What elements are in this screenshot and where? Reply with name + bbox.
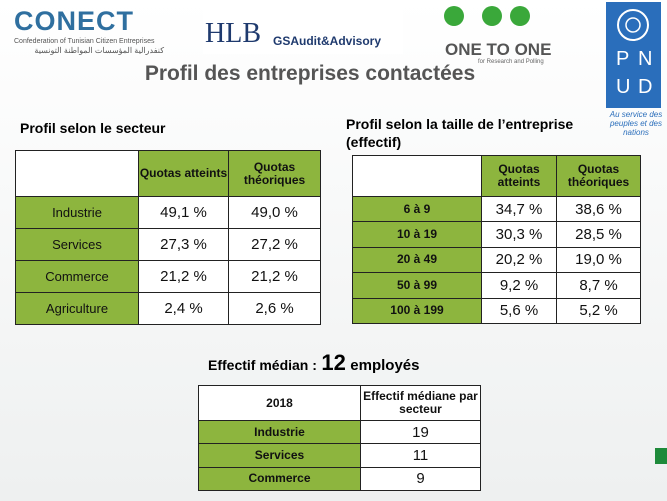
row-label: 100 à 199 <box>352 297 482 324</box>
median-value: 12 <box>321 350 346 375</box>
row-label: Services <box>198 443 361 468</box>
row-label: Commerce <box>198 466 361 491</box>
row-label: 10 à 19 <box>352 221 482 248</box>
pnud-letter: D <box>638 76 653 98</box>
data-table: 2018 Effectif médiane par secteur Industri… <box>198 385 481 491</box>
conect-subtitle: Confederation of Tunisian Citizen Entrep… <box>14 38 155 45</box>
table-row: Commerce 21,2 % 21,2 % <box>15 260 321 293</box>
table-row: 50 à 99 9,2 % 8,7 % <box>352 272 641 299</box>
corner-mark <box>655 448 667 464</box>
value-cell: 21,2 % <box>138 260 229 293</box>
header-cell: Quotas théoriques <box>556 155 641 197</box>
table-title: Profil selon le secteur <box>20 120 166 136</box>
value-cell: 27,3 % <box>138 228 229 261</box>
table-row: 10 à 19 30,3 % 28,5 % <box>352 221 641 248</box>
hlb-logo-box: HLB GSAudit&Advisory <box>203 6 403 54</box>
value-cell: 9,2 % <box>481 272 557 299</box>
table-row: Services 27,3 % 27,2 % <box>15 228 321 261</box>
row-label: 50 à 99 <box>352 272 482 299</box>
value-cell: 5,6 % <box>481 297 557 324</box>
header-cell: Quotas atteints <box>138 150 229 197</box>
header-cell <box>352 155 482 197</box>
header-row: Quotas atteints Quotas théoriques <box>352 155 641 197</box>
dot <box>510 6 530 26</box>
data-table: Quotas atteints Quotas théoriques 6 à 9 34,… <box>352 155 641 324</box>
table-row: Industrie 49,1 % 49,0 % <box>15 196 321 229</box>
value-cell: 11 <box>360 443 481 468</box>
value-cell: 2,4 % <box>138 292 229 325</box>
header-cell <box>15 150 139 197</box>
value-cell: 20,2 % <box>481 246 557 274</box>
header-cell: 2018 <box>198 385 361 421</box>
header-row: 2018 Effectif médiane par secteur <box>198 385 481 421</box>
table-row: 6 à 9 34,7 % 38,6 % <box>352 195 641 223</box>
conect-arabic: كنفدرالية المؤسسات المواطنة التونسية <box>34 46 164 55</box>
table-row: 100 à 199 5,6 % 5,2 % <box>352 297 641 324</box>
header-cell: Quotas atteints <box>481 155 557 197</box>
header-cell: Quotas théoriques <box>228 150 321 197</box>
slide-title: Profil des entreprises contactées <box>144 62 476 85</box>
table-row: Industrie 19 <box>198 419 481 445</box>
value-cell: 28,5 % <box>556 221 641 248</box>
header-row: Quotas atteints Quotas théoriques <box>15 150 321 197</box>
pnud-tagline: Au service des peuples et des nations <box>609 110 663 137</box>
un-emblem <box>617 9 649 41</box>
median-label: Effectif médian : <box>208 357 317 373</box>
table-row: Commerce 9 <box>198 466 481 491</box>
row-label: Industrie <box>198 419 361 445</box>
row-label: Industrie <box>15 196 139 229</box>
dots <box>444 6 530 26</box>
data-table: Quotas atteints Quotas théoriques Industri… <box>15 150 321 325</box>
row-label: Commerce <box>15 260 139 293</box>
value-cell: 9 <box>360 466 481 491</box>
value-cell: 49,0 % <box>228 196 321 229</box>
value-cell: 2,6 % <box>228 292 321 325</box>
value-cell: 5,2 % <box>556 297 641 324</box>
value-cell: 21,2 % <box>228 260 321 293</box>
row-label: 20 à 49 <box>352 246 482 274</box>
hlb-sub: GSAudit&Advisory <box>273 34 382 48</box>
emblem-ring <box>617 9 649 41</box>
value-cell: 38,6 % <box>556 195 641 223</box>
dot <box>444 6 464 26</box>
value-cell: 49,1 % <box>138 196 229 229</box>
value-cell: 8,7 % <box>556 272 641 299</box>
conect-logo: CONECT <box>14 6 134 36</box>
row-label: Agriculture <box>15 292 139 325</box>
value-cell: 30,3 % <box>481 221 557 248</box>
median-line: Effectif médian : 12 employés <box>208 350 420 376</box>
emblem-core <box>625 17 641 33</box>
median-unit: employés <box>350 357 420 374</box>
row-label: Services <box>15 228 139 261</box>
table-row: 20 à 49 20,2 % 19,0 % <box>352 246 641 274</box>
table-row: Agriculture 2,4 % 2,6 % <box>15 292 321 325</box>
table-title: Profil selon la taille de l’entreprise (… <box>346 116 574 150</box>
pnud-letter: N <box>638 48 653 70</box>
row-label: 6 à 9 <box>352 195 482 223</box>
table-row: Services 11 <box>198 443 481 468</box>
pnud-letter: P <box>616 48 630 70</box>
hlb-name: HLB <box>205 18 261 49</box>
one-to-one-sub: for Research and Polling <box>478 59 544 65</box>
value-cell: 34,7 % <box>481 195 557 223</box>
header-cell: Effectif médiane par secteur <box>360 385 481 421</box>
one-to-one: ONE TO ONE <box>445 40 552 59</box>
value-cell: 19 <box>360 419 481 445</box>
dot <box>482 6 502 26</box>
value-cell: 19,0 % <box>556 246 641 274</box>
value-cell: 27,2 % <box>228 228 321 261</box>
pnud-letter: U <box>616 76 631 98</box>
